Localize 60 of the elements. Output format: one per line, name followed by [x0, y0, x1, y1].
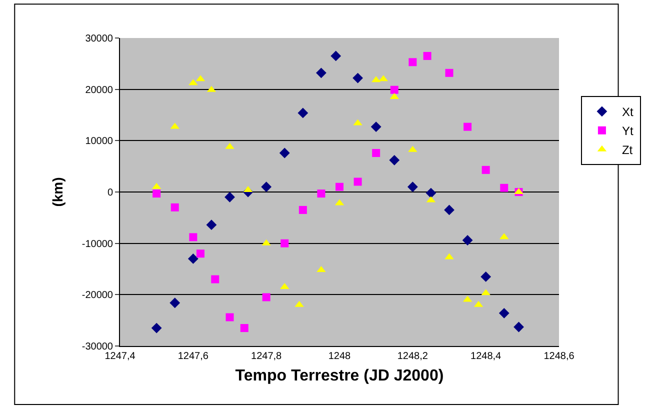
point [151, 322, 162, 334]
x-axis-title: Tempo Terrestre (JD J2000) [235, 368, 444, 385]
point [354, 178, 362, 186]
point [330, 50, 342, 62]
point [280, 239, 289, 248]
x-tick-label: 1248 [328, 351, 352, 362]
point [152, 190, 161, 198]
y-tick-label: -10000 [82, 238, 114, 250]
point [317, 190, 326, 198]
point [170, 203, 179, 212]
y-tick-label: -20000 [82, 290, 114, 302]
point [500, 184, 508, 192]
x-tick-label: 1247,8 [251, 351, 282, 362]
point [445, 68, 454, 77]
y-tick-label: 20000 [85, 84, 114, 96]
point [206, 220, 217, 230]
legend-label: Zt [622, 143, 634, 158]
x-tick-label: 1248,4 [470, 351, 502, 362]
point [462, 235, 473, 246]
point [336, 182, 344, 191]
point [279, 148, 290, 158]
point [464, 122, 472, 131]
y-tick-label: 30000 [85, 34, 114, 44]
x-tick-label: 1248,6 [544, 351, 575, 362]
point [498, 308, 510, 318]
point [224, 192, 235, 202]
y-tick-label: -30000 [82, 342, 114, 352]
point [514, 322, 524, 332]
point [316, 68, 326, 78]
point [423, 52, 432, 60]
legend-label: Xt [622, 105, 634, 120]
y-tick-label: 0 [107, 188, 114, 198]
point [480, 272, 492, 282]
point [407, 182, 418, 192]
point [352, 72, 363, 84]
point [262, 293, 270, 302]
point [196, 250, 204, 258]
point [188, 254, 198, 264]
point [240, 324, 248, 332]
x-tick-label: 1247,6 [178, 351, 209, 362]
legend-label: Yt [622, 124, 634, 138]
point [298, 206, 307, 214]
y-axis-title: (km) [49, 177, 66, 207]
point [226, 313, 234, 322]
point [408, 58, 417, 66]
x-tick-label: 1248,2 [397, 351, 428, 362]
point [189, 233, 198, 242]
point [390, 86, 398, 94]
point [389, 154, 400, 166]
x-tick-label: 1247,4 [104, 351, 136, 362]
y-tick-label: 10000 [85, 136, 114, 148]
point [372, 148, 380, 157]
point [211, 275, 220, 284]
point [298, 108, 308, 118]
point [261, 182, 272, 192]
point [170, 298, 180, 308]
point [370, 122, 382, 132]
point [444, 204, 454, 216]
point [482, 166, 490, 174]
point [426, 188, 436, 198]
